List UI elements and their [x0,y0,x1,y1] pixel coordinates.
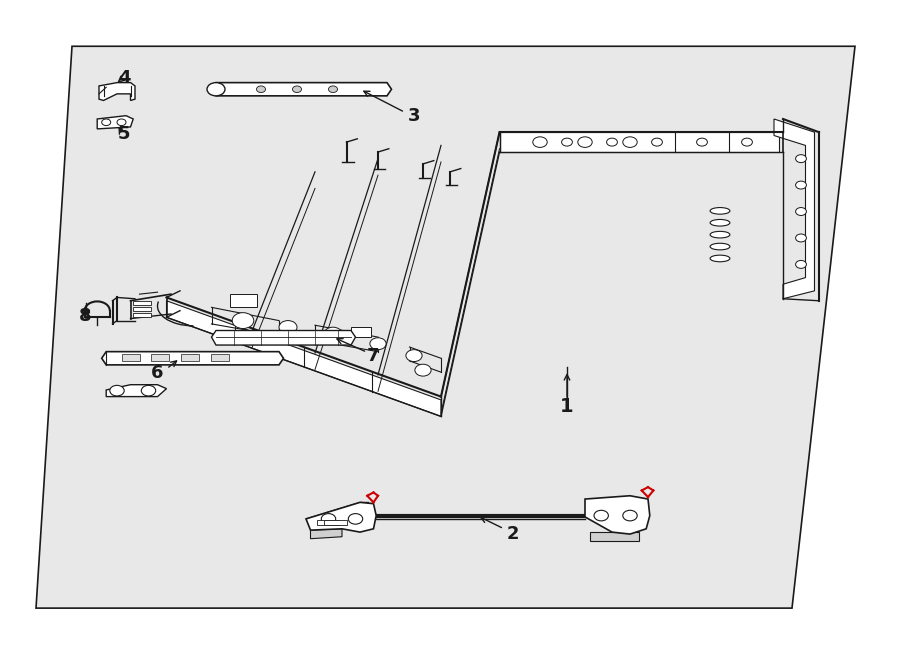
FancyBboxPatch shape [324,520,346,525]
FancyBboxPatch shape [317,520,339,525]
Circle shape [533,137,547,147]
Polygon shape [585,496,650,534]
Circle shape [292,86,302,93]
Circle shape [110,385,124,396]
Circle shape [607,138,617,146]
FancyBboxPatch shape [351,327,371,337]
FancyBboxPatch shape [181,354,199,361]
Polygon shape [106,385,166,397]
Text: 7: 7 [367,346,380,365]
FancyBboxPatch shape [151,354,169,361]
Circle shape [279,321,297,334]
Circle shape [697,138,707,146]
Circle shape [370,338,386,350]
Text: 5: 5 [118,124,130,143]
Polygon shape [166,301,441,416]
Circle shape [594,510,608,521]
Circle shape [348,514,363,524]
Ellipse shape [710,208,730,214]
Polygon shape [97,116,133,129]
Circle shape [796,234,806,242]
Text: 4: 4 [118,69,130,87]
Polygon shape [212,330,356,345]
FancyBboxPatch shape [133,301,151,305]
Circle shape [256,86,266,93]
Polygon shape [306,502,369,519]
Text: 6: 6 [151,364,164,383]
Text: 2: 2 [507,525,519,543]
Ellipse shape [710,255,730,262]
Ellipse shape [710,231,730,238]
Ellipse shape [710,243,730,250]
Circle shape [796,181,806,189]
FancyBboxPatch shape [133,307,151,311]
Text: 8: 8 [79,307,92,325]
FancyBboxPatch shape [211,354,229,361]
Circle shape [623,510,637,521]
Circle shape [117,119,126,126]
Circle shape [796,260,806,268]
Circle shape [141,385,156,396]
Circle shape [623,137,637,147]
Text: 3: 3 [408,106,420,125]
FancyBboxPatch shape [133,313,151,317]
Circle shape [328,86,338,93]
Circle shape [321,514,336,524]
Circle shape [562,138,572,146]
Polygon shape [212,83,392,96]
Polygon shape [306,502,376,532]
Polygon shape [500,132,778,152]
Circle shape [415,364,431,376]
Circle shape [207,83,225,96]
Circle shape [232,313,254,329]
Polygon shape [590,532,639,541]
Circle shape [324,327,342,340]
Circle shape [578,137,592,147]
Text: 1: 1 [560,397,574,416]
FancyBboxPatch shape [122,354,140,361]
Polygon shape [310,529,342,539]
Polygon shape [774,119,814,299]
Ellipse shape [710,219,730,226]
Circle shape [796,155,806,163]
Circle shape [652,138,662,146]
Polygon shape [99,83,135,100]
Polygon shape [102,352,284,365]
Circle shape [406,350,422,362]
FancyBboxPatch shape [230,294,256,307]
Circle shape [796,208,806,215]
Polygon shape [36,46,855,608]
Circle shape [102,119,111,126]
Circle shape [742,138,752,146]
